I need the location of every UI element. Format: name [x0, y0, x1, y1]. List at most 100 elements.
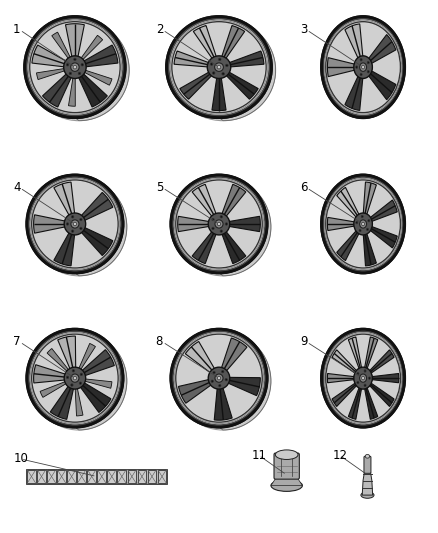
Polygon shape	[221, 26, 245, 62]
Ellipse shape	[31, 23, 119, 111]
Polygon shape	[54, 229, 75, 266]
Ellipse shape	[367, 70, 369, 73]
Ellipse shape	[226, 64, 228, 67]
Polygon shape	[34, 215, 69, 233]
Polygon shape	[79, 192, 113, 222]
Bar	[27, 470, 36, 483]
Ellipse shape	[222, 72, 224, 75]
Ellipse shape	[167, 17, 271, 117]
Ellipse shape	[360, 63, 367, 71]
Ellipse shape	[73, 222, 77, 225]
Text: 1: 1	[13, 23, 21, 36]
Ellipse shape	[327, 23, 399, 111]
Ellipse shape	[64, 213, 86, 235]
Ellipse shape	[322, 175, 404, 272]
Ellipse shape	[64, 56, 86, 78]
Polygon shape	[214, 384, 232, 420]
Polygon shape	[221, 184, 246, 219]
Polygon shape	[66, 23, 85, 60]
Polygon shape	[79, 350, 114, 377]
Ellipse shape	[73, 66, 77, 69]
Ellipse shape	[66, 223, 69, 225]
Bar	[107, 470, 116, 483]
Ellipse shape	[71, 384, 73, 386]
Bar	[87, 470, 96, 483]
Ellipse shape	[74, 58, 76, 61]
Ellipse shape	[354, 213, 372, 235]
Polygon shape	[192, 229, 217, 264]
Polygon shape	[332, 350, 359, 375]
Text: 7: 7	[13, 335, 21, 349]
Ellipse shape	[220, 215, 223, 218]
Ellipse shape	[215, 63, 223, 71]
Ellipse shape	[367, 228, 368, 231]
Ellipse shape	[67, 376, 69, 378]
Polygon shape	[348, 384, 362, 419]
Polygon shape	[36, 68, 70, 79]
Ellipse shape	[212, 72, 215, 74]
Polygon shape	[332, 381, 359, 407]
Polygon shape	[369, 374, 399, 383]
Text: 11: 11	[252, 449, 267, 462]
Polygon shape	[367, 69, 396, 100]
Text: 12: 12	[332, 449, 347, 462]
Polygon shape	[364, 384, 378, 419]
Polygon shape	[81, 45, 118, 67]
Polygon shape	[178, 216, 212, 232]
Polygon shape	[79, 226, 113, 255]
Polygon shape	[226, 51, 264, 67]
Ellipse shape	[217, 222, 221, 225]
Bar	[127, 470, 136, 483]
Ellipse shape	[215, 220, 223, 228]
Ellipse shape	[222, 370, 224, 373]
Polygon shape	[337, 188, 360, 220]
Polygon shape	[75, 175, 127, 276]
Ellipse shape	[171, 330, 267, 426]
Ellipse shape	[225, 378, 227, 381]
Polygon shape	[68, 72, 75, 106]
Polygon shape	[328, 217, 357, 231]
Ellipse shape	[212, 227, 214, 230]
Ellipse shape	[69, 72, 72, 75]
Polygon shape	[32, 45, 69, 67]
Ellipse shape	[27, 175, 123, 272]
Ellipse shape	[357, 373, 359, 375]
Ellipse shape	[359, 229, 361, 232]
Ellipse shape	[362, 222, 364, 225]
Ellipse shape	[364, 370, 366, 372]
Polygon shape	[185, 342, 216, 375]
Ellipse shape	[219, 384, 221, 387]
Polygon shape	[75, 329, 127, 430]
Ellipse shape	[276, 450, 298, 459]
Polygon shape	[80, 378, 112, 388]
Polygon shape	[42, 71, 73, 107]
Polygon shape	[77, 343, 95, 374]
Polygon shape	[271, 478, 302, 486]
Polygon shape	[52, 32, 73, 63]
Ellipse shape	[360, 59, 362, 61]
Polygon shape	[337, 228, 360, 261]
Ellipse shape	[362, 66, 364, 69]
Text: 10: 10	[14, 453, 28, 465]
Polygon shape	[345, 73, 363, 110]
Polygon shape	[75, 17, 129, 120]
Polygon shape	[180, 70, 215, 99]
Ellipse shape	[73, 376, 77, 380]
Ellipse shape	[27, 330, 123, 426]
Ellipse shape	[215, 374, 223, 382]
Polygon shape	[219, 329, 271, 430]
Ellipse shape	[66, 63, 69, 66]
Polygon shape	[364, 337, 378, 372]
Bar	[57, 470, 66, 483]
Polygon shape	[345, 24, 363, 61]
Ellipse shape	[80, 227, 82, 230]
Polygon shape	[221, 229, 246, 264]
Text: 6: 6	[300, 181, 307, 195]
Ellipse shape	[208, 367, 230, 389]
Bar	[148, 470, 156, 483]
Ellipse shape	[213, 372, 215, 374]
Ellipse shape	[360, 374, 367, 382]
Polygon shape	[77, 71, 107, 107]
Polygon shape	[75, 383, 83, 416]
Polygon shape	[225, 377, 260, 395]
